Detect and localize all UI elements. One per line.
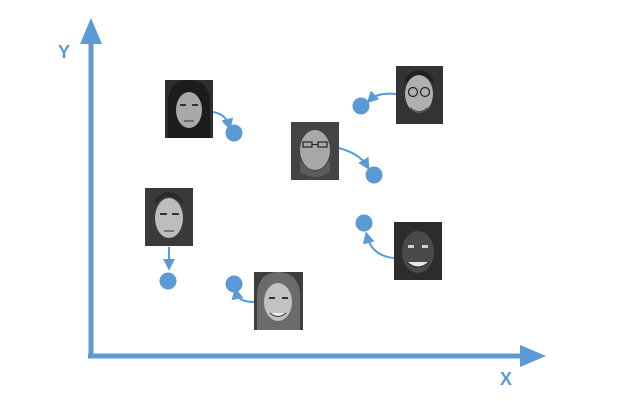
face-photo-man-smiling [394, 222, 442, 280]
arrow-woman-to-point [212, 111, 234, 131]
y-axis-label: Y [58, 42, 70, 62]
arrow-man-glasses-to-point [366, 90, 397, 104]
x-axis-arrowhead [520, 345, 546, 367]
embedding-point-woman [225, 124, 243, 142]
y-axis-arrowhead [80, 18, 102, 44]
embedding-point-man-glasses-beard [365, 166, 383, 184]
face-photo-man-short-hair [145, 188, 193, 246]
embedding-point-man-smiling [355, 214, 373, 232]
face-photo-woman [165, 80, 213, 138]
embedding-point-man-glasses [352, 97, 370, 115]
face-photo-man-glasses-beard [291, 122, 339, 180]
arrow-man-long-hair-to-point [231, 287, 255, 303]
face-photo-man-glasses [396, 66, 443, 124]
axes [80, 18, 546, 367]
arrow-man-smiling-to-point [362, 231, 395, 259]
x-axis-label: X [500, 369, 512, 389]
arrow-man-glasses-beard-to-point [338, 147, 370, 171]
embedding-point-man-short-hair [159, 272, 177, 290]
face-photo-man-long-hair [254, 272, 303, 330]
embedding-point-man-long-hair [225, 275, 243, 293]
